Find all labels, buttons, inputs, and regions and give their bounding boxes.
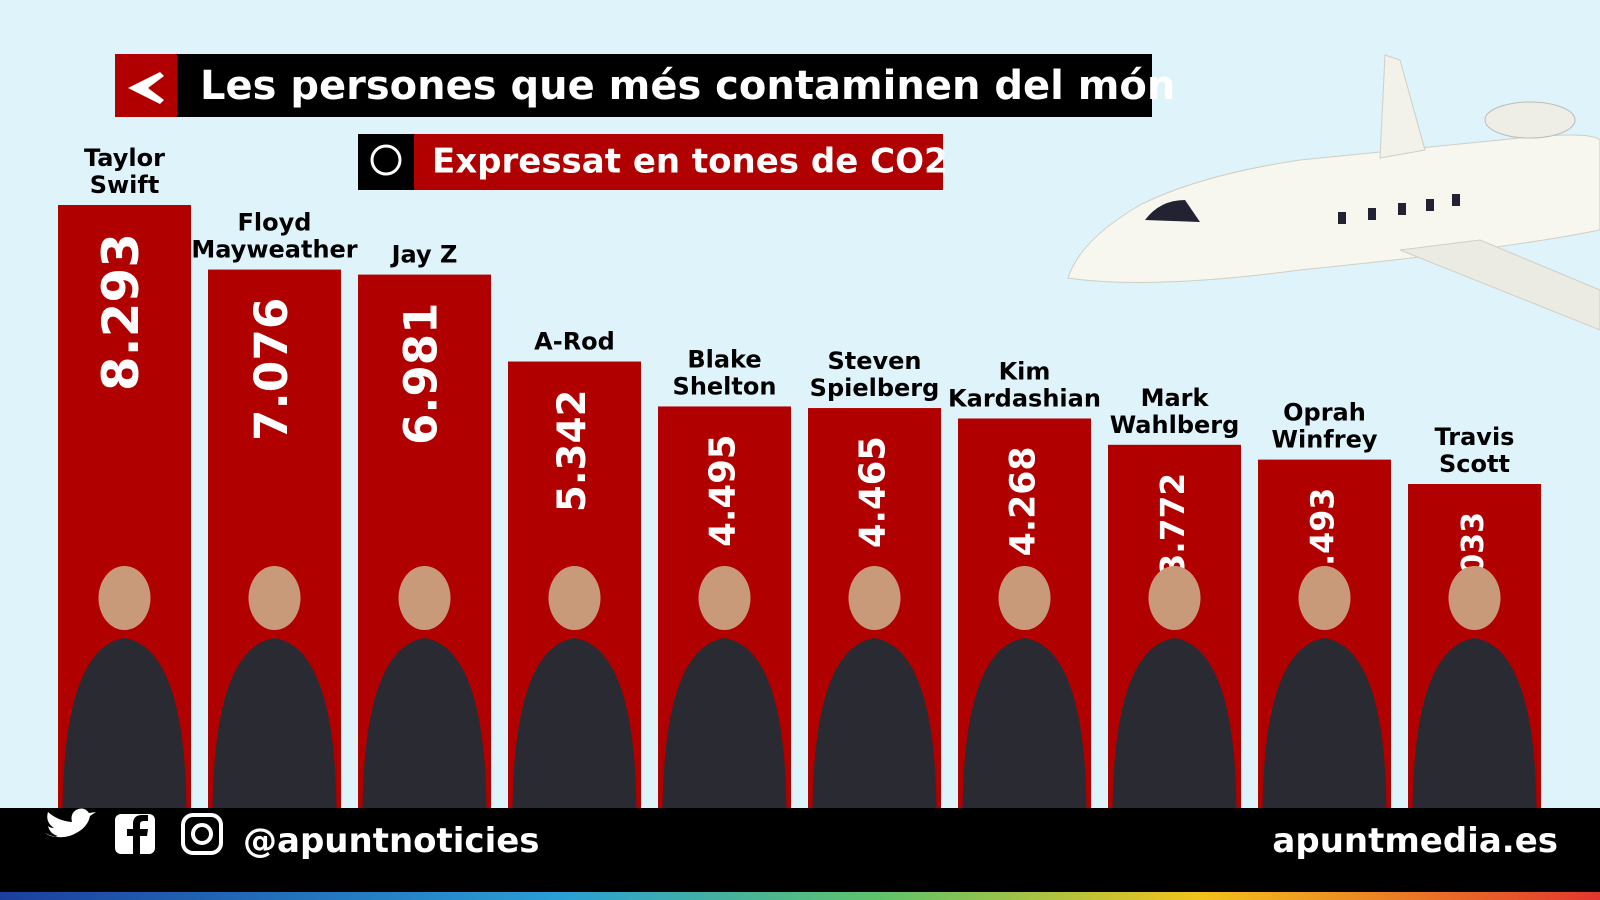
value-label: 4.268 [1004,446,1044,556]
co2-icon [370,144,402,176]
instagram-icon[interactable] [181,813,223,855]
person-head [848,566,901,630]
person-head [1448,566,1501,630]
person-head [998,566,1051,630]
person-body [512,638,637,808]
value-label: 5.342 [550,390,595,513]
person-body [62,638,187,808]
person-head [698,566,751,630]
category-label: Oprah Winfrey [1272,399,1378,454]
value-label: 4.465 [853,436,894,548]
person-head [1148,566,1201,630]
subtitle-box [358,134,943,190]
person-head [548,566,601,630]
person-body [212,638,337,808]
plane-icon [128,72,164,104]
value-label: 3.772 [1154,473,1192,577]
footer-site[interactable]: apuntmedia.es [1272,821,1558,861]
rainbow-strip [0,892,1600,900]
category-label: Steven Spielberg [810,347,940,402]
facebook-glyph [127,815,148,854]
person-body [662,638,787,808]
footer-handle[interactable]: @apuntnoticies [243,821,540,861]
subtitle-icon-box [358,134,414,190]
person-head [1298,566,1351,630]
value-label: 7.076 [245,298,298,441]
plane-illustration [1067,54,1600,331]
category-label: Travis Scott [1435,423,1515,478]
category-label: Floyd Mayweather [191,209,357,264]
title-box [115,54,1152,117]
footer [0,808,1600,892]
person-body [362,638,487,808]
value-label: 4.495 [703,434,744,546]
category-label: Jay Z [390,241,458,269]
category-label: Mark Wahlberg [1110,384,1240,439]
chart-title: Les persones que més contaminen del món [200,63,1175,109]
person-head [398,566,451,630]
person-body [962,638,1087,808]
person-head [98,566,151,630]
person-head [248,566,301,630]
twitter-icon[interactable] [45,808,96,838]
instagram-glyph [191,823,213,845]
category-label: A-Rod [534,328,615,356]
person-body [1412,638,1537,808]
person-body [812,638,937,808]
category-label: Blake Shelton [673,345,777,400]
category-label: Taylor Swift [84,144,165,199]
value-label: 8.293 [92,233,150,391]
value-label: 6.981 [395,303,448,445]
bars: 8.293 Taylor Swift 7.076 Floyd Mayweather 6.98… [58,144,1541,809]
category-label: Kim Kardashian [948,357,1101,412]
person-body [1262,638,1387,808]
chart-subtitle: Expressat en tones de CO2 [432,142,948,182]
person-body [1112,638,1237,808]
